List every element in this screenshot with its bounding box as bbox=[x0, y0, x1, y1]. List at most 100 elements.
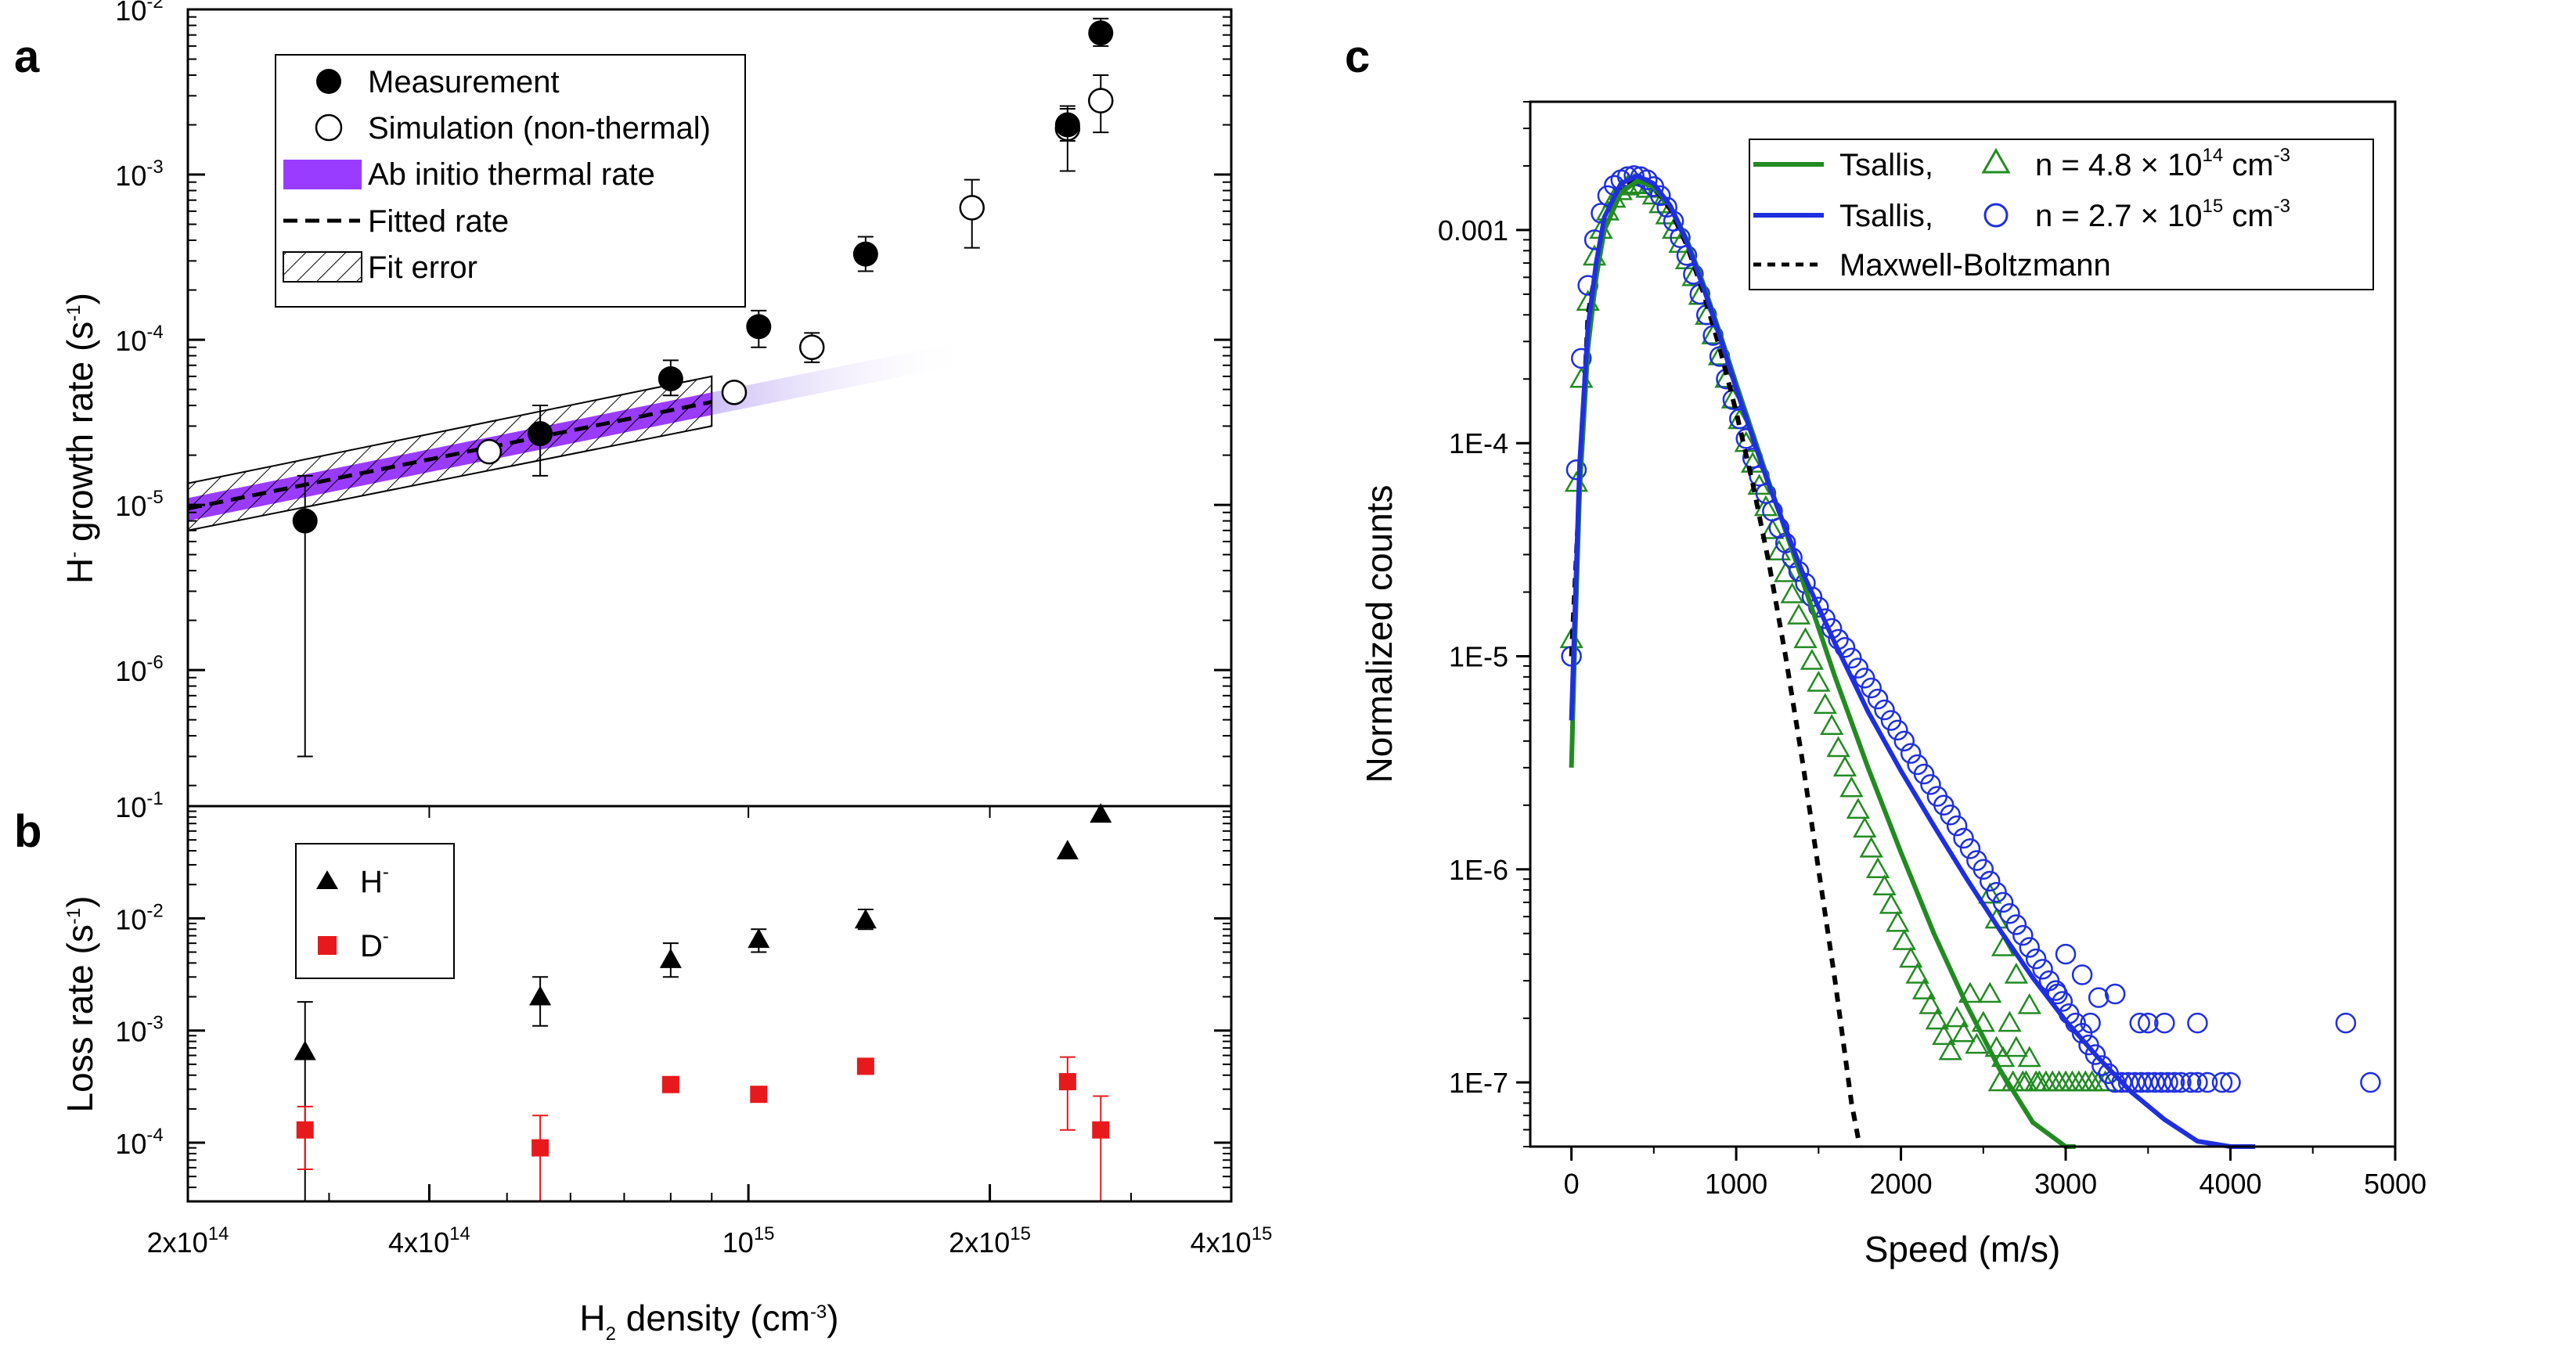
legend-h-marker bbox=[316, 870, 338, 889]
green-triangle-point bbox=[1839, 776, 1864, 798]
tsallis-blue-curve bbox=[1569, 173, 2256, 1149]
measurement-point bbox=[852, 241, 878, 267]
panel-c-legend: Tsallis, n = 4.8 × 1014 cm-3 Tsallis, n … bbox=[1749, 139, 2374, 290]
panel-a-legend: Measurement Simulation (non-thermal) Ab … bbox=[275, 54, 746, 308]
green-triangle-point bbox=[2004, 1035, 2029, 1057]
blue-circle-point bbox=[1893, 730, 1915, 752]
legend-measurement-label: Measurement bbox=[368, 65, 560, 99]
green-triangle-point bbox=[1965, 1032, 1989, 1054]
blue-circle-point bbox=[2187, 1071, 2208, 1093]
panel-c-xlabel: Speed (m/s) bbox=[1864, 1229, 2061, 1269]
green-triangle-point bbox=[1886, 910, 1910, 932]
ytick-label-a: 10-6 bbox=[115, 652, 163, 687]
blue-circle-point bbox=[2129, 1012, 2151, 1034]
blue-circle-point bbox=[2196, 1071, 2218, 1093]
blue-circle-point bbox=[1979, 870, 2001, 892]
blue-circle-point bbox=[1887, 719, 1908, 741]
panel-c-ticks: 1E-7 1E-6 1E-5 1E-4 0.001 0 1000 2000 3000 4000 50… bbox=[1438, 101, 2426, 1200]
green-triangle-point bbox=[1859, 836, 1883, 858]
panel-a-ylabel: H- growth rate (s-1) bbox=[59, 293, 100, 584]
green-triangle-point bbox=[1879, 892, 1904, 914]
ytick-label-c: 0.001 bbox=[1438, 214, 1508, 247]
blue-circle-point bbox=[2157, 1071, 2178, 1093]
d-loss-point bbox=[296, 1121, 314, 1139]
ytick-label-a: 10-4 bbox=[115, 322, 163, 357]
green-triangle-point bbox=[1905, 962, 1929, 984]
xtick-label-b: 1015 bbox=[722, 1223, 775, 1259]
green-triangle-point bbox=[1892, 929, 1916, 950]
green-triangle-point bbox=[1872, 874, 1897, 896]
abinitio-fade-band bbox=[712, 340, 972, 416]
ytick-label-a: 10-2 bbox=[115, 0, 163, 27]
panel-b-legend: H- D- bbox=[295, 843, 455, 979]
panel-c-speed-distribution: 1E-7 1E-6 1E-5 1E-4 0.001 0 1000 2000 3000 4000 50… bbox=[1359, 100, 2426, 1269]
panel-c-frame bbox=[1529, 100, 2397, 1148]
legend-b-box bbox=[295, 843, 455, 979]
legend-abinitio-swatch bbox=[283, 160, 362, 189]
blue-circle-point bbox=[2131, 1071, 2153, 1093]
blue-circle-point bbox=[1946, 815, 1968, 837]
blue-circle-point bbox=[2071, 964, 2093, 985]
fitted-rate-line bbox=[187, 400, 712, 511]
simulation-point bbox=[959, 195, 985, 221]
blue-circle-point bbox=[2171, 1071, 2192, 1093]
h-loss-point bbox=[529, 985, 552, 1006]
legend-blue-marker bbox=[1983, 203, 2009, 228]
green-triangle-point bbox=[1820, 714, 1844, 736]
blue-circle-point bbox=[2088, 987, 2109, 1008]
green-triangle-point bbox=[1826, 736, 1850, 758]
blue-circle-point bbox=[2019, 937, 2040, 958]
green-triangle-point bbox=[1911, 978, 1937, 999]
blue-circle-point bbox=[1973, 859, 1994, 880]
blue-circle-point bbox=[2138, 1071, 2159, 1093]
panel-a-ticks: 10-6 10-5 10-4 10-3 10-2 bbox=[115, 0, 1231, 787]
d-loss-point bbox=[750, 1086, 768, 1104]
simulation-point bbox=[799, 334, 825, 360]
ytick-label-b: 10-3 bbox=[115, 1013, 163, 1048]
panel-b-frame bbox=[186, 805, 1233, 1203]
blue-circle-point bbox=[1900, 743, 1922, 764]
green-triangle-point bbox=[1774, 560, 1798, 582]
green-triangle-point bbox=[1741, 452, 1765, 473]
legend-c-box bbox=[1749, 139, 2374, 290]
legend-fitted-label: Fitted rate bbox=[368, 204, 509, 239]
legend-simulation-marker bbox=[315, 113, 343, 142]
simulation-point bbox=[1088, 88, 1114, 113]
blue-circle-point bbox=[2163, 1071, 2185, 1093]
panel-b-ylabel: Loss rate (s-1) bbox=[59, 896, 100, 1113]
legend-measurement-marker bbox=[316, 69, 341, 94]
blue-circle-point bbox=[1992, 891, 2014, 913]
xtick-label-c: 4000 bbox=[2199, 1168, 2261, 1200]
measurement-point bbox=[658, 366, 683, 391]
h-loss-point bbox=[854, 909, 877, 929]
blue-circle-point bbox=[1867, 688, 1889, 710]
ylabel-a-h: H bbox=[59, 558, 100, 584]
green-triangle-point bbox=[1800, 649, 1825, 670]
green-triangle-point bbox=[1932, 1024, 1956, 1046]
green-triangle-point bbox=[2014, 1070, 2038, 1092]
blue-circle-point bbox=[2187, 1012, 2208, 1034]
blue-circle-point bbox=[2055, 943, 2077, 965]
xtick-label-b: 4x1014 bbox=[388, 1223, 470, 1259]
blue-circle-point bbox=[2180, 1071, 2202, 1093]
simulation-point bbox=[476, 438, 503, 465]
green-triangle-point bbox=[1998, 1010, 2022, 1032]
green-triangle-point bbox=[1918, 993, 1943, 1014]
green-triangle-point bbox=[1793, 627, 1818, 649]
legend-fiterror-label: Fit error bbox=[368, 250, 477, 285]
blue-circle-point bbox=[2335, 1012, 2357, 1034]
blue-circle-point bbox=[2005, 914, 2027, 935]
green-triangle-point bbox=[1767, 539, 1791, 560]
blue-circle-point bbox=[2211, 1071, 2233, 1093]
xtick-label-b: 2x1015 bbox=[949, 1223, 1031, 1259]
blue-circle-point bbox=[1940, 805, 1961, 826]
green-triangle-point bbox=[2017, 1046, 2041, 1068]
blue-circle-point bbox=[1874, 699, 1895, 721]
blue-circle-point bbox=[1953, 827, 1974, 849]
xtick-label-b: 2x1014 bbox=[147, 1223, 229, 1259]
panel-c-ylabel: Normalized counts bbox=[1359, 485, 1400, 783]
panel-label-b: b bbox=[14, 806, 41, 857]
panel-b-loss-rate: 10-4 10-3 10-2 10-1 2x1014 4x1014 1015 2x1015 4x… bbox=[59, 788, 1272, 1345]
blue-circle-point bbox=[2154, 1012, 2175, 1034]
d-loss-point bbox=[1092, 1121, 1110, 1139]
